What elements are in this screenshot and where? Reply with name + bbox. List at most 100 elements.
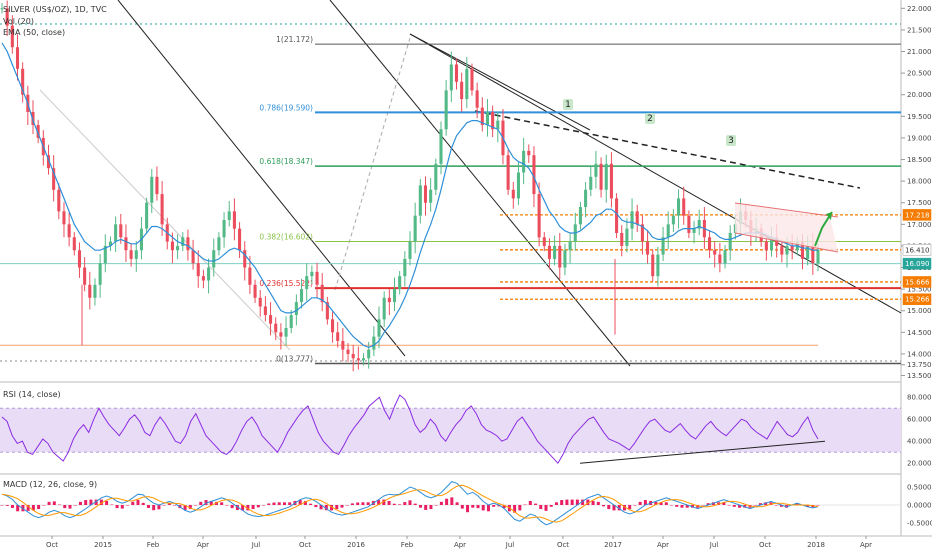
candle-body	[310, 271, 314, 277]
macd-histogram-bar	[267, 503, 271, 505]
macd-histogram-bar	[47, 501, 51, 505]
time-tick-label: Jul	[251, 541, 261, 549]
candle-body	[465, 68, 469, 100]
candle-body	[604, 163, 608, 190]
chart-title: SILVER (US$/OZ), 1D, TVC	[3, 5, 107, 14]
candle-body	[589, 176, 593, 190]
candle-body	[67, 224, 71, 238]
candle-body	[186, 237, 190, 251]
ema-path	[1, 42, 818, 349]
time-tick-label: Oct	[46, 541, 58, 549]
candle-body	[620, 232, 624, 246]
rsi-band	[0, 408, 901, 453]
macd-histogram-bar	[126, 505, 130, 506]
rsi-trendline	[579, 440, 826, 464]
macd-histogram-bar	[330, 505, 334, 511]
fib-level-label: 0(13.777)	[276, 355, 313, 364]
projection-arrowhead	[826, 212, 832, 220]
candle-body	[671, 215, 675, 225]
macd-histogram-bar	[445, 498, 449, 505]
macd-histogram-bar	[68, 505, 72, 509]
candle-body	[222, 220, 226, 238]
macd-histogram-bar	[398, 504, 402, 505]
candle-body	[196, 263, 200, 277]
ema-line	[1, 42, 818, 349]
candle-body	[563, 250, 567, 268]
candle-body	[0, 8, 4, 10]
price-badge	[902, 257, 932, 270]
fib-level-label: 0.618(18.347)	[259, 157, 313, 166]
candle-body	[274, 323, 278, 333]
macd-histogram-bar	[0, 505, 4, 506]
candle-body	[403, 258, 407, 277]
candle-body	[454, 64, 459, 82]
macd-histogram-bar	[779, 505, 783, 507]
macd-histogram-bar	[188, 505, 192, 510]
time-tick-label: 2015	[94, 541, 112, 549]
macd-histogram-bar	[518, 505, 522, 511]
macd-line	[1, 481, 819, 526]
macd-histogram-bar	[670, 505, 674, 506]
candle-body	[470, 68, 474, 91]
candle-body	[790, 245, 794, 251]
macd-histogram-bar	[528, 500, 532, 505]
candle-body	[279, 332, 283, 337]
rsi-pane: 80.0000 60.0000 40.0000 20.0000	[0, 394, 932, 468]
time-tick-label: 2016	[347, 541, 365, 549]
macd-histogram-bar	[471, 505, 475, 508]
price-tick-label: 13.500	[907, 372, 932, 380]
price-grid	[0, 23, 901, 362]
candle-body	[253, 284, 257, 298]
macd-histogram-bar	[408, 500, 412, 505]
macd-histogram-bar	[157, 505, 161, 510]
macd-histogram-bar	[591, 500, 595, 505]
macd-histogram-bar	[345, 505, 349, 506]
candle-body	[382, 297, 386, 320]
candle-body	[248, 267, 252, 285]
candle-body	[723, 250, 727, 264]
candle-body	[330, 319, 335, 333]
candle-body	[522, 150, 526, 173]
macd-histogram-bar	[549, 505, 553, 507]
price-tick-label: 22.000	[907, 5, 932, 13]
macd-histogram-bar	[235, 505, 239, 510]
price-tick-label: 18.500	[907, 156, 932, 164]
macd-histogram-bar	[758, 503, 762, 505]
time-tick-label: Jul	[709, 541, 719, 549]
time-axis: Oct 2015 Feb Apr Jul Oct 2016 Feb Apr Jul Oct 2017 A…	[46, 536, 872, 549]
trendline	[409, 33, 591, 131]
candle-body	[387, 297, 391, 303]
time-tick-label: 2018	[807, 541, 825, 549]
candle-body	[542, 237, 546, 246]
candle-body	[114, 224, 118, 242]
price-tick-label: 19.000	[907, 134, 932, 142]
candle-body	[145, 202, 149, 229]
candle-body	[491, 112, 495, 130]
price-badge-label: 15.666	[905, 278, 930, 286]
candle-body	[584, 189, 588, 208]
candle-body	[124, 237, 128, 251]
candle-body	[212, 250, 216, 268]
candle-body	[511, 189, 515, 199]
macd-histogram-bar	[628, 505, 632, 510]
macd-histogram-bar	[209, 500, 213, 505]
macd-histogram-bar	[141, 502, 145, 505]
candle-body	[568, 241, 572, 251]
macd-histogram-bar	[324, 505, 328, 511]
candle-body	[77, 250, 82, 268]
macd-histogram-bar	[466, 505, 470, 513]
time-tick-label: Apr	[657, 541, 669, 549]
macd-histogram-bar	[251, 505, 255, 510]
macd-histogram-bar	[481, 505, 485, 511]
macd-histogram-bar	[476, 505, 480, 509]
macd-histogram-bar	[434, 505, 438, 506]
macd-histogram-bar	[612, 505, 616, 511]
candle-body	[93, 284, 97, 298]
candle-body	[305, 276, 309, 290]
rally-dashed-line	[334, 37, 411, 291]
candle-body	[656, 254, 660, 277]
price-tick-label: 21.500	[907, 26, 932, 34]
candle-body	[201, 276, 205, 281]
macd-histogram-bar	[685, 505, 689, 508]
